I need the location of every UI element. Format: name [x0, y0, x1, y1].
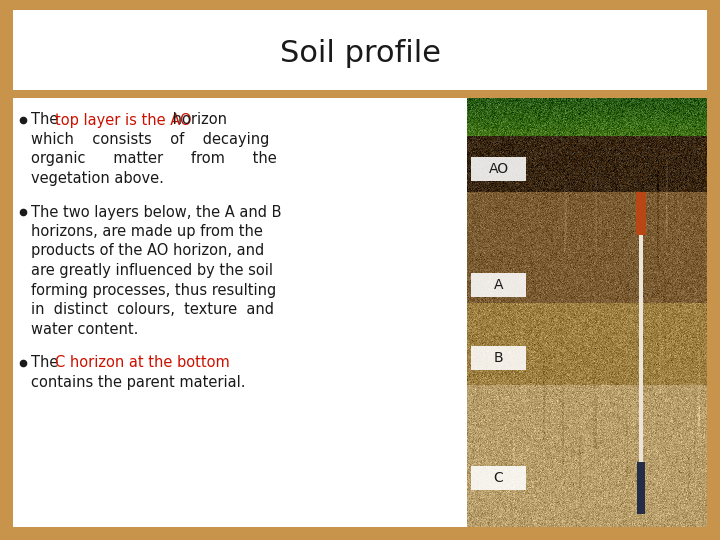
- Text: The: The: [31, 355, 63, 370]
- Text: B: B: [494, 350, 503, 365]
- Text: C horizon at the bottom: C horizon at the bottom: [55, 355, 230, 370]
- FancyBboxPatch shape: [471, 157, 526, 181]
- Text: top layer is the AO: top layer is the AO: [55, 112, 192, 127]
- Text: AO: AO: [488, 162, 508, 176]
- FancyBboxPatch shape: [13, 10, 707, 90]
- Text: forming processes, thus resulting: forming processes, thus resulting: [31, 282, 276, 298]
- Text: organic      matter      from      the: organic matter from the: [31, 152, 276, 166]
- Text: water content.: water content.: [31, 321, 138, 336]
- Text: are greatly influenced by the soil: are greatly influenced by the soil: [31, 263, 273, 278]
- FancyBboxPatch shape: [471, 346, 526, 369]
- Text: horizons, are made up from the: horizons, are made up from the: [31, 224, 263, 239]
- Text: The two layers below, the A and B: The two layers below, the A and B: [31, 205, 282, 219]
- FancyBboxPatch shape: [13, 98, 707, 527]
- Text: which    consists    of    decaying: which consists of decaying: [31, 132, 269, 147]
- Text: in  distinct  colours,  texture  and: in distinct colours, texture and: [31, 302, 274, 317]
- Text: Soil profile: Soil profile: [279, 38, 441, 68]
- FancyBboxPatch shape: [471, 465, 526, 490]
- Text: A: A: [494, 278, 503, 292]
- Text: products of the AO horizon, and: products of the AO horizon, and: [31, 244, 264, 259]
- FancyBboxPatch shape: [471, 273, 526, 296]
- Text: horizon: horizon: [168, 112, 227, 127]
- Text: The: The: [31, 112, 63, 127]
- Text: vegetation above.: vegetation above.: [31, 171, 164, 186]
- Text: contains the parent material.: contains the parent material.: [31, 375, 246, 389]
- Text: C: C: [494, 471, 503, 485]
